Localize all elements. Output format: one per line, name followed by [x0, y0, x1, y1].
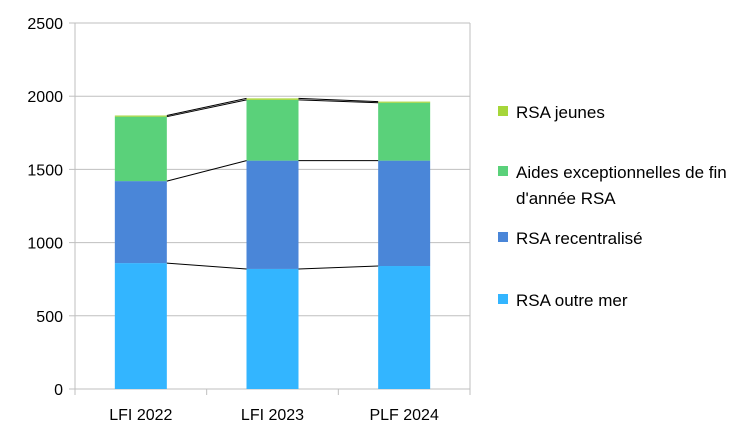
- x-tick-label: LFI 2023: [241, 407, 304, 424]
- y-tick-label: 2500: [27, 16, 63, 33]
- legend-item-rsa-outre-mer: RSA outre mer: [498, 288, 736, 314]
- bar-segment: [378, 102, 431, 161]
- legend-label: Aides exceptionnelles de fin d'année RSA: [516, 163, 727, 208]
- connector-line: [166, 99, 247, 118]
- legend-swatch: [498, 106, 508, 116]
- connector-line: [298, 99, 379, 104]
- bar-segment: [114, 116, 167, 182]
- legend-item-aides-exceptionnelles: Aides exceptionnelles de fin d'année RSA: [498, 160, 736, 212]
- bar-segment: [114, 115, 167, 117]
- bar-segment: [378, 160, 431, 267]
- legend-swatch: [498, 166, 508, 176]
- connector-line: [166, 160, 247, 182]
- legend-item-rsa-recentralise: RSA recentralisé: [498, 226, 736, 252]
- legend-swatch: [498, 294, 508, 304]
- y-tick-label: 0: [54, 382, 63, 399]
- bar-segment: [114, 181, 167, 264]
- legend-label: RSA recentralisé: [516, 229, 643, 248]
- bar-segment: [378, 266, 431, 389]
- legend-label: RSA jeunes: [516, 103, 605, 122]
- y-tick-label: 500: [36, 309, 63, 326]
- legend-label: RSA outre mer: [516, 291, 628, 310]
- tick-labels: 0 500 1000 1500 2000 2500 LFI 2022 LFI 2023 PLF …: [27, 16, 439, 424]
- connector-line: [298, 265, 379, 270]
- legend-swatch: [498, 232, 508, 242]
- bar-segment: [246, 98, 299, 100]
- legend-item-rsa-jeunes: RSA jeunes: [498, 100, 736, 126]
- bar-segment: [246, 99, 299, 161]
- bar-segment: [246, 268, 299, 389]
- y-tick-label: 1000: [27, 236, 63, 253]
- bars: [114, 98, 431, 389]
- bar-segment: [114, 263, 167, 389]
- connector-line: [166, 97, 247, 117]
- connector-line: [166, 262, 247, 270]
- y-tick-label: 1500: [27, 162, 63, 179]
- x-tick-label: LFI 2022: [109, 407, 172, 424]
- x-tick-label: PLF 2024: [369, 407, 438, 424]
- bar-segment: [378, 101, 431, 103]
- bar-segment: [246, 160, 299, 269]
- connector-line: [298, 97, 379, 103]
- y-tick-label: 2000: [27, 89, 63, 106]
- series-connector-lines: [166, 97, 379, 270]
